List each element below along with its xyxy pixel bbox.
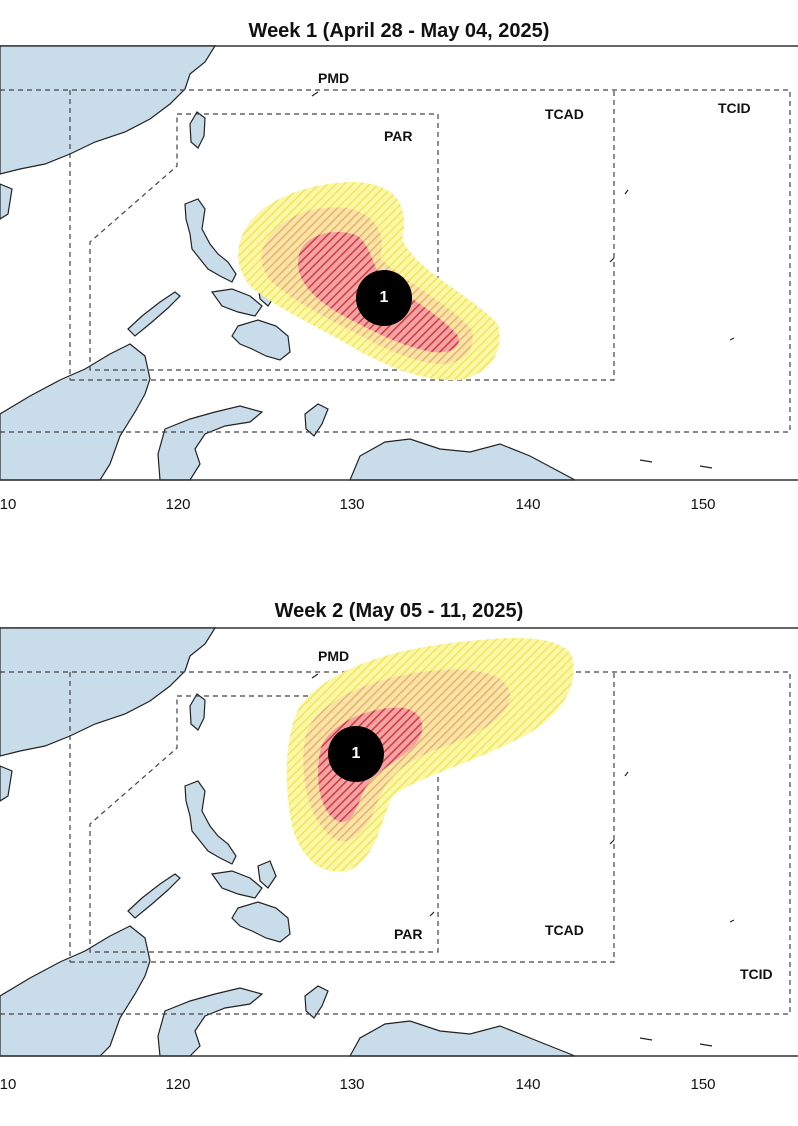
mindanao-island <box>231 319 291 361</box>
sulawesi-island <box>157 405 264 481</box>
x-tick-label: 140 <box>515 1076 541 1093</box>
indochina-coast <box>0 765 13 802</box>
x-tick-label: 150 <box>690 496 716 513</box>
samar-island <box>257 860 277 889</box>
label-tcad: TCAD <box>545 922 584 938</box>
tc-marker <box>356 270 412 326</box>
taiwan-island <box>189 693 206 731</box>
borneo-landmass <box>0 343 151 481</box>
china-landmass <box>0 627 217 757</box>
small-islands <box>311 91 735 469</box>
tc-marker <box>328 726 384 782</box>
halmahera-island <box>304 403 329 437</box>
label-tcid: TCID <box>718 100 751 116</box>
week-2-panel: Week 2 (May 05 - 11, 2025) <box>0 580 798 1126</box>
tc-marker-label: 1 <box>351 745 361 762</box>
small-islands <box>311 673 735 1047</box>
luzon-island <box>184 780 237 865</box>
palawan-island <box>127 291 181 337</box>
x-tick-label: 10 <box>0 1076 17 1093</box>
week-2-map <box>0 627 798 1057</box>
borneo-landmass <box>0 925 151 1057</box>
week-1-title: Week 1 (April 28 - May 04, 2025) <box>248 20 550 42</box>
taiwan-island <box>189 111 206 149</box>
tcad-boundary <box>70 90 615 381</box>
label-tcad: TCAD <box>545 106 584 122</box>
label-par: PAR <box>394 926 423 942</box>
indochina-coast <box>0 183 13 220</box>
new-guinea-landmass <box>349 438 576 481</box>
x-tick-label: 120 <box>165 496 191 513</box>
visayas-islands <box>210 288 263 317</box>
new-guinea-landmass <box>348 1020 576 1057</box>
par-boundary <box>89 113 439 371</box>
x-tick-label: 140 <box>515 496 541 513</box>
luzon-island <box>184 198 237 283</box>
mindanao-island <box>231 901 291 943</box>
label-pmd: PMD <box>318 70 350 86</box>
week-2-title: Week 2 (May 05 - 11, 2025) <box>274 600 524 622</box>
halmahera-island <box>304 985 329 1019</box>
x-tick-label: 130 <box>339 1076 365 1093</box>
week-1-panel: Week 1 (April 28 - May 04, 2025) <box>0 0 798 560</box>
palawan-island <box>127 873 181 919</box>
week-1-map <box>0 45 798 481</box>
x-tick-label: 10 <box>0 496 17 513</box>
china-landmass <box>0 45 217 175</box>
x-tick-label: 130 <box>339 496 365 513</box>
sulawesi-island <box>157 987 264 1057</box>
label-par: PAR <box>384 128 413 144</box>
tc-marker-label: 1 <box>379 289 389 306</box>
x-tick-label: 150 <box>690 1076 716 1093</box>
tcad-boundary <box>70 672 615 963</box>
x-tick-label: 120 <box>165 1076 191 1093</box>
visayas-islands <box>210 870 263 899</box>
label-tcid: TCID <box>740 966 773 982</box>
label-pmd: PMD <box>318 648 350 664</box>
